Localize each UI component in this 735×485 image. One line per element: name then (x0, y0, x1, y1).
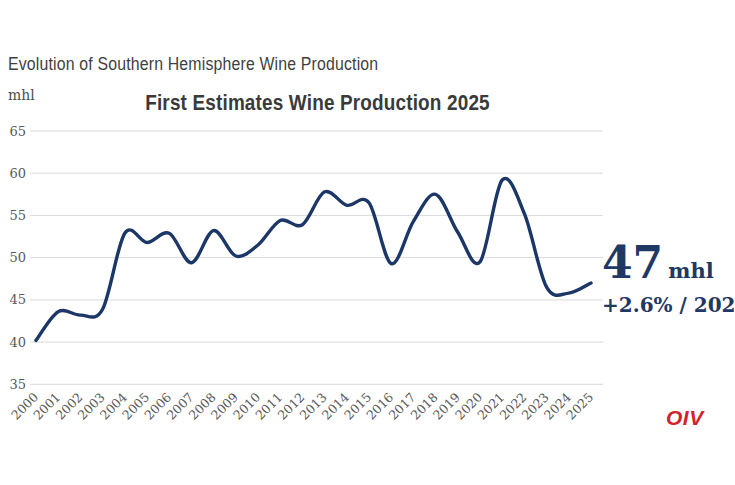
callout-change-vs-prev-year: +2.6% / 2024 (602, 293, 735, 317)
current-value-callout: 47mhl (602, 241, 714, 285)
y-tick-label: 45 (9, 292, 26, 307)
y-tick-label: 40 (9, 335, 26, 350)
callout-value: 47 (602, 237, 663, 288)
y-tick-label: 50 (9, 250, 26, 265)
production-line (36, 178, 591, 340)
y-tick-label: 60 (9, 166, 26, 181)
y-tick-label: 35 (9, 377, 26, 392)
callout-unit: mhl (668, 258, 713, 283)
y-tick-label: 55 (9, 208, 26, 223)
y-tick-label: 65 (9, 124, 26, 139)
oiv-logo: OIV (666, 406, 704, 430)
